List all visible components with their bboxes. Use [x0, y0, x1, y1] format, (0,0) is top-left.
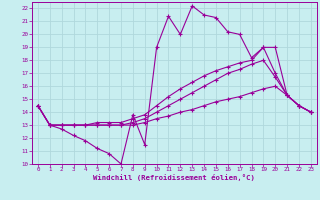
X-axis label: Windchill (Refroidissement éolien,°C): Windchill (Refroidissement éolien,°C) [93, 174, 255, 181]
